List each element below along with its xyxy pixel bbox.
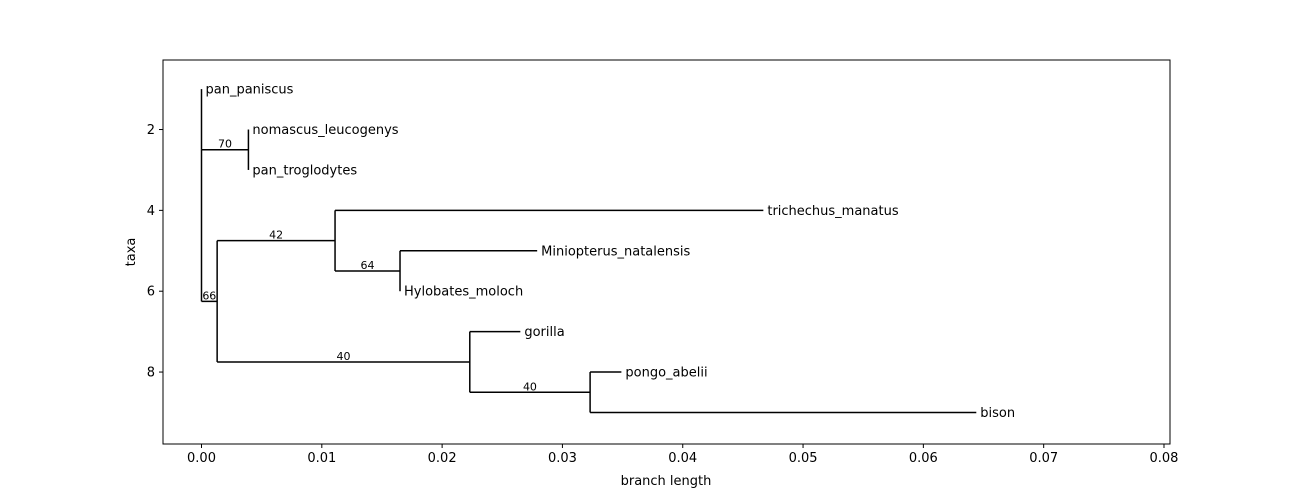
x-tick-label: 0.00 (187, 451, 216, 466)
y-tick-label: 8 (147, 366, 155, 381)
support-label: 66 (202, 289, 216, 302)
taxon-label: Hylobates_moloch (404, 285, 523, 300)
support-label: 64 (361, 259, 375, 272)
y-axis-label: taxa (124, 238, 139, 267)
taxon-label: pongo_abelii (625, 366, 707, 381)
taxon-label: pan_troglodytes (252, 163, 357, 178)
x-tick-label: 0.07 (1029, 451, 1058, 466)
support-label: 42 (269, 229, 283, 242)
x-axis-label: branch length (621, 474, 712, 489)
x-axis-ticks: 0.00 0.01 0.02 0.03 0.04 0.05 0.06 0.07 0.08 (187, 444, 1178, 466)
y-axis-ticks: 2 4 6 8 (147, 123, 163, 381)
taxon-labels: pan_paniscus nomascus_leucogenys pan_trogl… (205, 83, 1015, 421)
tree-branches (200, 89, 977, 414)
taxon-label: nomascus_leucogenys (252, 123, 398, 138)
x-tick-label: 0.01 (307, 451, 336, 466)
plot-frame (162, 59, 1171, 445)
support-label: 40 (523, 380, 537, 393)
taxon-label: Miniopterus_natalensis (541, 244, 690, 259)
x-tick-label: 0.08 (1150, 451, 1179, 466)
y-tick-label: 4 (147, 204, 155, 219)
support-values: 70 66 42 64 40 40 (202, 138, 537, 394)
support-label: 70 (218, 138, 232, 151)
taxon-label: trichechus_manatus (767, 204, 899, 219)
taxon-label: gorilla (524, 325, 564, 340)
x-tick-label: 0.04 (668, 451, 697, 466)
x-tick-label: 0.05 (789, 451, 818, 466)
y-tick-label: 2 (147, 123, 155, 138)
x-tick-label: 0.03 (548, 451, 577, 466)
x-tick-label: 0.02 (428, 451, 457, 466)
support-label: 40 (336, 350, 350, 363)
taxon-label: bison (980, 406, 1015, 421)
y-tick-label: 6 (147, 285, 155, 300)
x-tick-label: 0.06 (909, 451, 938, 466)
taxon-label: pan_paniscus (205, 83, 293, 98)
